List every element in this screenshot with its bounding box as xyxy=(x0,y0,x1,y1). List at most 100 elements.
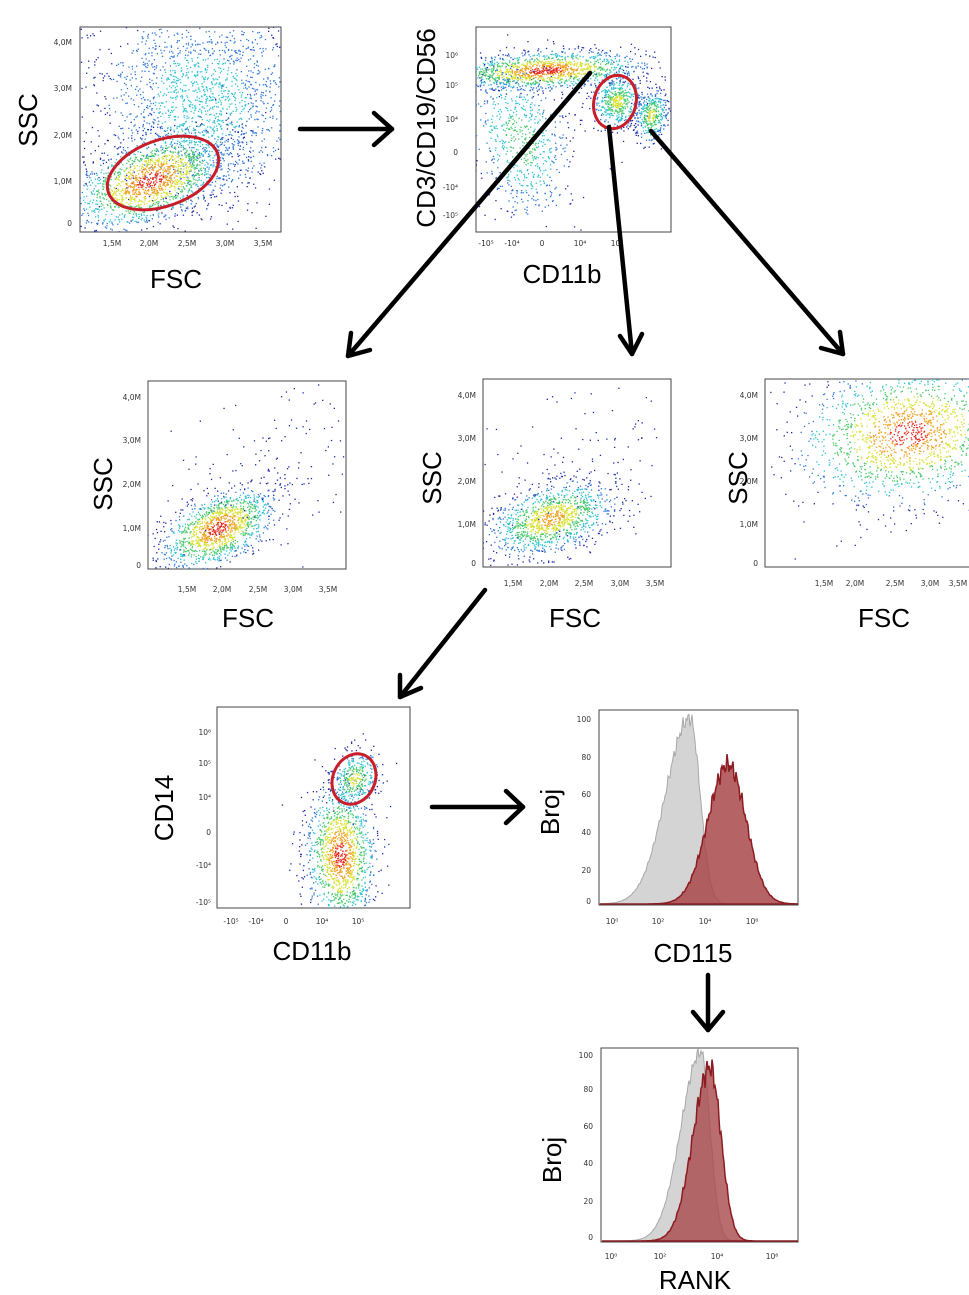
event-dot xyxy=(296,116,297,117)
event-dot xyxy=(149,105,151,107)
event-dot xyxy=(190,46,192,48)
event-dot xyxy=(198,214,200,216)
event-dot xyxy=(198,53,200,55)
event-dot xyxy=(157,234,158,235)
event-dot xyxy=(521,67,523,70)
event-dot xyxy=(117,153,120,155)
event-dot xyxy=(458,128,459,129)
event-dot xyxy=(148,169,151,171)
event-dot xyxy=(646,66,648,68)
event-dot xyxy=(168,36,170,38)
event-dot xyxy=(156,149,158,151)
event-dot xyxy=(152,189,155,191)
event-dot xyxy=(245,14,246,15)
event-dot xyxy=(301,115,302,116)
event-dot xyxy=(480,23,481,24)
event-dot xyxy=(206,97,209,100)
event-dot xyxy=(512,62,514,64)
event-dot xyxy=(484,75,486,77)
event-dot xyxy=(88,60,90,62)
event-dot xyxy=(172,151,174,153)
event-dot xyxy=(525,79,527,81)
event-dot xyxy=(203,167,205,169)
event-dot xyxy=(460,87,461,88)
event-dot xyxy=(154,144,156,146)
event-dot xyxy=(264,117,267,120)
event-dot xyxy=(529,59,531,61)
event-dot xyxy=(93,35,95,37)
event-dot xyxy=(214,117,217,120)
event-dot xyxy=(220,102,222,104)
event-dot xyxy=(124,120,126,122)
event-dot xyxy=(512,85,515,87)
event-dot xyxy=(210,97,212,99)
event-dot xyxy=(135,212,137,215)
event-dot xyxy=(524,85,527,87)
event-dot xyxy=(116,231,118,232)
event-dot xyxy=(115,176,118,178)
event-dot xyxy=(89,173,92,175)
event-dot xyxy=(488,77,491,79)
event-dot xyxy=(605,55,607,57)
event-dot xyxy=(138,207,141,209)
event-dot xyxy=(256,106,258,108)
event-dot xyxy=(201,96,203,98)
event-dot xyxy=(545,225,547,228)
event-dot xyxy=(196,165,198,167)
event-dot xyxy=(513,47,515,49)
event-dot xyxy=(110,228,112,230)
event-dot xyxy=(169,65,172,67)
event-dot xyxy=(205,132,207,134)
event-dot xyxy=(135,190,137,192)
event-dot xyxy=(141,166,144,168)
event-dot xyxy=(160,179,162,181)
event-dot xyxy=(543,55,545,57)
event-dot xyxy=(468,71,469,72)
event-dot xyxy=(198,154,200,157)
event-dot xyxy=(201,143,204,146)
event-dot xyxy=(524,72,526,74)
event-dot xyxy=(267,78,269,80)
event-dot xyxy=(136,181,139,183)
event-dot xyxy=(547,57,549,59)
event-dot xyxy=(184,57,186,59)
event-dot xyxy=(267,24,268,25)
event-dot xyxy=(487,75,489,77)
event-dot xyxy=(571,199,574,201)
event-dot xyxy=(502,63,505,65)
event-dot xyxy=(123,228,125,230)
event-dot xyxy=(237,155,239,157)
event-dot xyxy=(146,166,148,168)
event-dot xyxy=(223,144,225,146)
event-dot xyxy=(196,74,199,77)
event-dot xyxy=(162,171,164,174)
event-dot xyxy=(574,73,577,75)
event-dot xyxy=(518,74,520,77)
event-dot xyxy=(496,76,499,79)
event-dot xyxy=(579,73,581,75)
event-dot xyxy=(94,230,96,232)
event-dot xyxy=(576,63,578,65)
event-dot xyxy=(467,73,468,74)
event-dot xyxy=(528,54,530,56)
event-dot xyxy=(250,76,252,78)
event-dot xyxy=(136,215,138,217)
event-dot xyxy=(179,144,181,146)
event-dot xyxy=(193,206,195,208)
event-dot xyxy=(180,150,182,152)
event-dot xyxy=(153,142,155,144)
event-dot xyxy=(218,60,221,63)
event-dot xyxy=(515,73,517,76)
event-dot xyxy=(210,175,212,177)
event-dot xyxy=(89,200,91,202)
event-dot xyxy=(187,144,189,146)
event-dot xyxy=(173,79,175,81)
event-dot xyxy=(289,124,290,125)
event-dot xyxy=(135,178,137,180)
event-dot xyxy=(86,34,88,36)
event-dot xyxy=(198,141,200,143)
event-dot xyxy=(585,59,587,61)
event-dot xyxy=(204,94,206,96)
event-dot xyxy=(584,72,586,74)
event-dot xyxy=(162,155,165,157)
